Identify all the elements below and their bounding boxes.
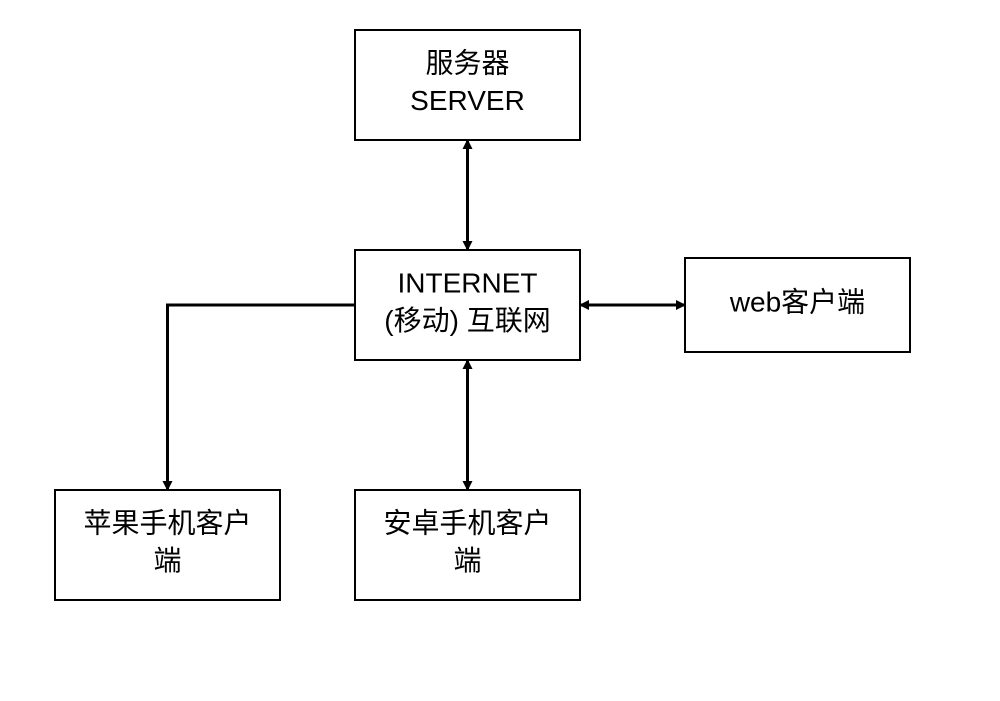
- node-apple: 苹果手机客户端: [55, 490, 280, 600]
- node-android-label-1: 端: [453, 545, 481, 576]
- node-server-label-1: SERVER: [410, 85, 525, 116]
- node-server: 服务器 SERVER: [355, 30, 580, 140]
- edge-internet-apple: [168, 305, 356, 490]
- node-internet: INTERNET (移动) 互联网: [355, 250, 580, 360]
- node-apple-label-0: 苹果手机客户: [83, 507, 251, 538]
- node-internet-label-1: (移动) 互联网: [384, 305, 550, 336]
- node-internet-label-0: INTERNET: [398, 267, 538, 298]
- node-server-label-0: 服务器: [425, 47, 509, 78]
- nodes: 服务器SERVERINTERNET(移动) 互联网web客户端苹果手机客户端安卓…: [55, 30, 910, 600]
- node-apple-label-1: 端: [153, 545, 181, 576]
- node-android: 安卓手机客户端: [355, 490, 580, 600]
- node-android-label-0: 安卓手机客户: [383, 507, 551, 538]
- node-web-label-0: web客户端: [729, 286, 865, 317]
- node-web: web客户端: [685, 258, 910, 352]
- network-diagram: 服务器SERVERINTERNET(移动) 互联网web客户端苹果手机客户端安卓…: [0, 0, 1000, 701]
